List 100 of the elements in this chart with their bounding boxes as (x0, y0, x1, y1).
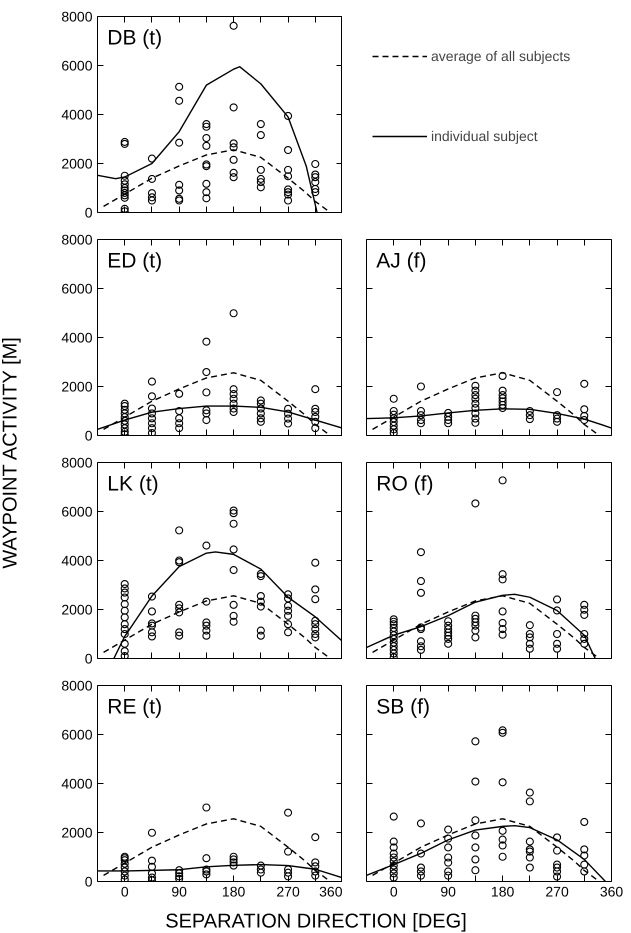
point (471, 843, 480, 852)
point (175, 180, 184, 189)
point (526, 633, 534, 642)
point (553, 606, 562, 615)
point (230, 143, 238, 152)
point (498, 625, 507, 634)
point (311, 178, 320, 186)
point (120, 860, 129, 868)
point (471, 414, 480, 423)
point (390, 869, 398, 878)
y-tick-label: 4000 (61, 776, 93, 792)
point (284, 414, 292, 423)
point (416, 850, 425, 858)
point (230, 168, 238, 177)
point (120, 867, 129, 876)
point (580, 640, 588, 648)
point (444, 826, 452, 834)
point (202, 120, 210, 128)
point (120, 176, 129, 185)
point (498, 726, 507, 734)
point (390, 422, 398, 430)
point (390, 874, 398, 882)
point (471, 614, 480, 623)
y-tick-label: 2000 (61, 602, 93, 618)
point (284, 872, 292, 880)
point (416, 863, 425, 872)
point (498, 607, 507, 616)
point (390, 620, 398, 628)
point (390, 631, 398, 640)
x-tick-label: 270 (276, 884, 300, 900)
point (148, 862, 156, 871)
point (256, 862, 265, 870)
point (580, 606, 588, 614)
point (256, 400, 265, 408)
point (175, 390, 184, 398)
point (416, 416, 425, 424)
point (444, 853, 452, 862)
point (390, 624, 398, 632)
point (444, 640, 452, 648)
point (120, 194, 129, 202)
point (444, 419, 452, 428)
point (230, 385, 238, 394)
point (120, 409, 129, 418)
point (471, 499, 480, 508)
point (580, 630, 588, 638)
point (148, 174, 156, 183)
point (553, 414, 562, 423)
point (416, 588, 425, 597)
point (498, 826, 507, 835)
point (553, 640, 562, 648)
y-tick-label: 2000 (61, 824, 93, 840)
point (256, 865, 265, 874)
point (390, 650, 398, 658)
point (148, 429, 156, 436)
point (311, 858, 320, 866)
point (284, 404, 292, 413)
x-tick-label: 180 (490, 884, 515, 900)
point (580, 818, 588, 826)
x-tick-label: 90 (171, 884, 188, 900)
point (444, 858, 452, 867)
point (230, 103, 238, 112)
y-tick-label: 0 (84, 204, 93, 220)
point (311, 385, 320, 394)
point (311, 188, 320, 196)
text: LK (t) (107, 472, 159, 496)
point (498, 391, 507, 400)
point (202, 870, 210, 878)
point (120, 420, 129, 429)
text: AJ (f) (376, 249, 426, 272)
point (230, 390, 238, 398)
point (471, 404, 480, 412)
point (444, 843, 452, 852)
point (284, 146, 292, 154)
point (230, 852, 238, 861)
point (175, 874, 184, 882)
point (230, 309, 238, 318)
point (148, 378, 156, 386)
point (120, 406, 129, 414)
legend-label: average of all subjects (431, 48, 570, 64)
point (390, 414, 398, 422)
point (444, 867, 452, 876)
point (230, 173, 238, 182)
point (202, 180, 210, 188)
point (416, 637, 425, 646)
point (526, 845, 534, 854)
point (526, 640, 534, 648)
point (471, 855, 480, 864)
point (202, 406, 210, 414)
point (311, 173, 320, 182)
point (120, 413, 129, 422)
point (526, 838, 534, 846)
point (390, 857, 398, 866)
point (390, 425, 398, 434)
point (526, 644, 534, 653)
point (284, 188, 292, 196)
point (256, 174, 265, 183)
x-tick-label: 0 (390, 884, 398, 900)
point (526, 411, 534, 420)
point (498, 476, 507, 484)
point (148, 404, 156, 413)
